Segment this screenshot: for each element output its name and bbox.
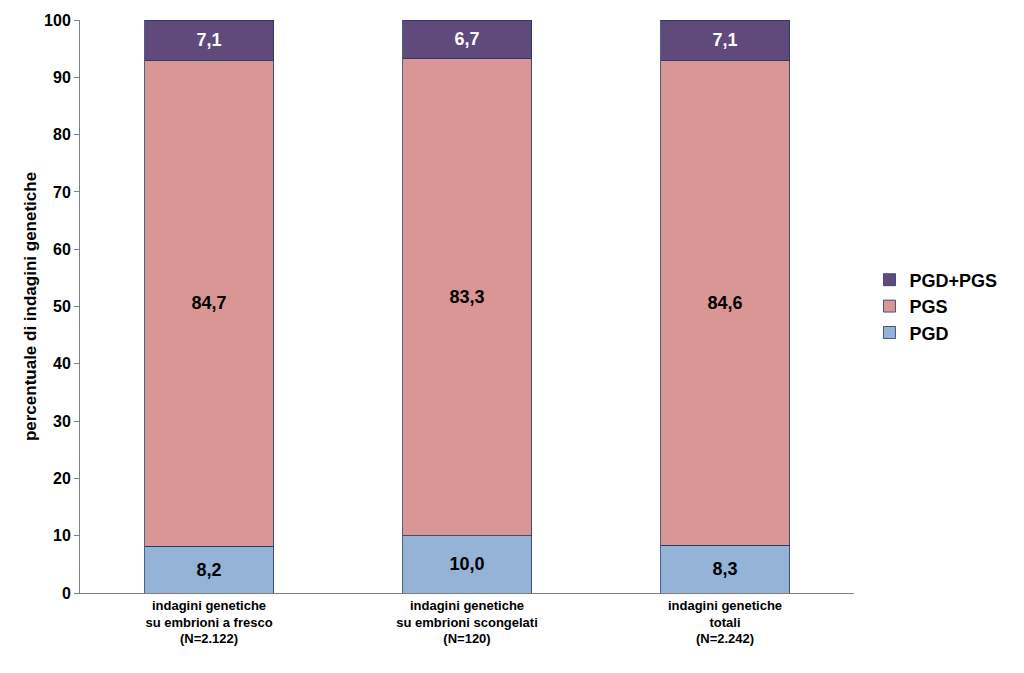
svg-text:60: 60: [53, 241, 71, 258]
svg-text:indagini genetichesu embrioni: indagini genetichesu embrioni scongelati…: [396, 598, 538, 647]
svg-text:8,3: 8,3: [712, 559, 737, 579]
svg-text:100: 100: [44, 12, 71, 29]
svg-text:10,0: 10,0: [449, 554, 484, 574]
svg-text:PGS: PGS: [909, 297, 947, 317]
svg-text:84,7: 84,7: [191, 293, 226, 313]
svg-text:83,3: 83,3: [449, 287, 484, 307]
svg-text:50: 50: [53, 298, 71, 315]
svg-text:6,7: 6,7: [454, 29, 479, 49]
svg-text:30: 30: [53, 413, 71, 430]
svg-text:84,6: 84,6: [707, 293, 742, 313]
svg-text:7,1: 7,1: [712, 30, 737, 50]
svg-text:10: 10: [53, 527, 71, 544]
svg-text:PGD+PGS: PGD+PGS: [909, 271, 997, 291]
svg-text:7,1: 7,1: [196, 30, 221, 50]
svg-text:indagini genetichetotali(N=2.2: indagini genetichetotali(N=2.242): [668, 598, 782, 647]
svg-text:percentuale di indagini geneti: percentuale di indagini genetiche: [21, 172, 40, 441]
svg-text:PGD: PGD: [909, 324, 948, 344]
svg-text:0: 0: [62, 585, 71, 602]
svg-text:80: 80: [53, 126, 71, 143]
svg-text:indagini genetichesu embrioni: indagini genetichesu embrioni a fresco(N…: [145, 598, 272, 647]
svg-text:70: 70: [53, 184, 71, 201]
svg-text:20: 20: [53, 470, 71, 487]
svg-text:8,2: 8,2: [196, 560, 221, 580]
svg-text:40: 40: [53, 355, 71, 372]
svg-text:90: 90: [53, 69, 71, 86]
